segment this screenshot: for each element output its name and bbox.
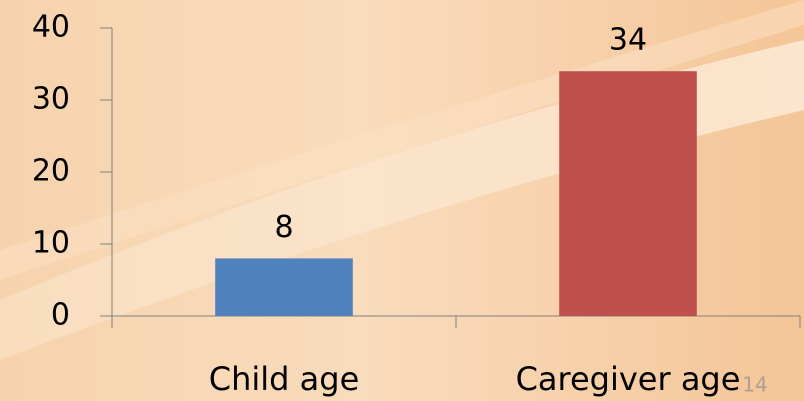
bar [215, 258, 353, 316]
y-tick-label: 30 [32, 82, 70, 117]
y-tick-label: 20 [32, 154, 70, 189]
bar [559, 71, 697, 316]
slide-number: 14 [742, 373, 767, 397]
data-label: 34 [609, 23, 647, 58]
x-tick-label: Caregiver age [516, 360, 741, 398]
y-tick-label: 40 [32, 10, 70, 45]
y-tick-label: 0 [51, 298, 70, 333]
background-band [0, 0, 804, 280]
data-label: 8 [274, 210, 293, 245]
x-tick-label: Child age [209, 360, 360, 398]
y-tick-label: 10 [32, 226, 70, 261]
